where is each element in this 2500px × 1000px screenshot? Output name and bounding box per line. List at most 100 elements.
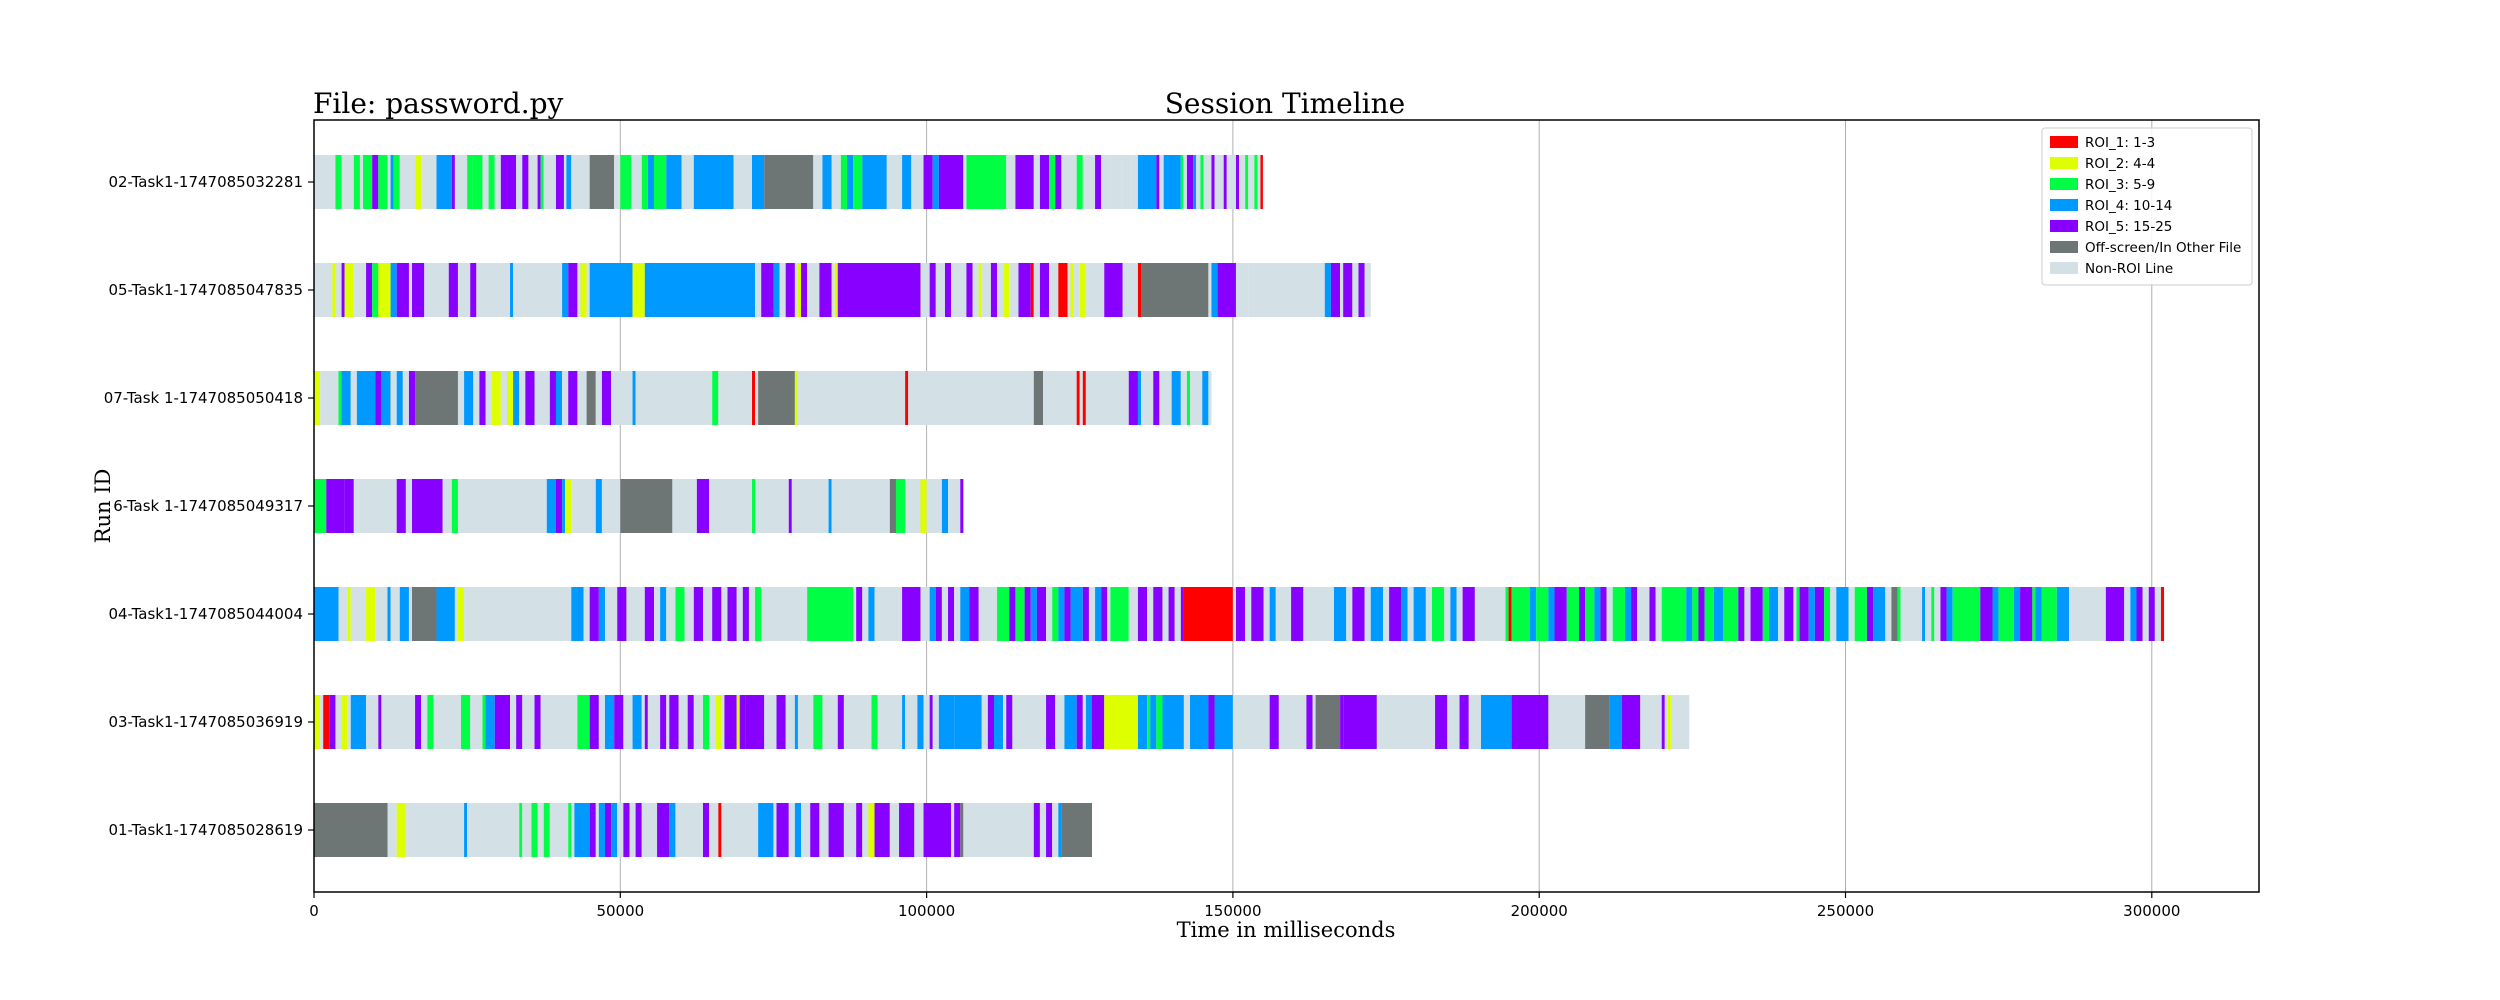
timeline-segment — [332, 263, 336, 317]
x-tick-label: 100000 — [898, 902, 955, 920]
timeline-segment — [703, 803, 710, 857]
timeline-segment — [1922, 587, 1926, 641]
timeline-segment — [1505, 587, 1509, 641]
timeline-segment — [341, 155, 354, 209]
timeline-segment — [1076, 695, 1083, 749]
timeline-segment — [1245, 155, 1249, 209]
timeline-segment — [396, 263, 409, 317]
timeline-segment — [1039, 155, 1050, 209]
timeline-segment — [350, 371, 357, 425]
legend-label: Non-ROI Line — [2085, 261, 2173, 277]
timeline-segment — [1891, 587, 1898, 641]
timeline-segment — [323, 695, 330, 749]
timeline-segment — [712, 587, 722, 641]
timeline-segment — [1704, 587, 1714, 641]
timeline-segment — [715, 695, 722, 749]
timeline-segment — [963, 803, 1034, 857]
timeline-segment — [1171, 371, 1181, 425]
timeline-segment — [549, 803, 569, 857]
timeline-segment — [513, 263, 563, 317]
timeline-segment — [785, 695, 795, 749]
timeline-segment — [752, 155, 765, 209]
timeline-segment — [1061, 155, 1077, 209]
timeline-segment — [1208, 695, 1215, 749]
timeline-segment — [794, 371, 798, 425]
timeline-segment — [2136, 587, 2143, 641]
timeline-segment — [387, 587, 391, 641]
timeline-segment — [338, 587, 348, 641]
timeline-row — [314, 263, 1371, 317]
timeline-segment — [1744, 587, 1751, 641]
timeline-segment — [981, 263, 991, 317]
x-axis-label: Time in milliseconds — [1177, 918, 1396, 942]
timeline-segment — [822, 155, 832, 209]
timeline-segment — [828, 803, 844, 857]
timeline-segment — [451, 479, 458, 533]
timeline-segment — [742, 587, 749, 641]
timeline-segment — [1101, 155, 1111, 209]
timeline-segment — [1425, 587, 1432, 641]
timeline-row — [314, 587, 2165, 641]
timeline-segment — [1183, 587, 1233, 641]
timeline-segment — [1413, 587, 1426, 641]
timeline-segment — [644, 263, 756, 317]
timeline-segment — [372, 155, 379, 209]
timeline-segment — [1033, 263, 1040, 317]
timeline-segment — [546, 479, 556, 533]
file-label: File: password.py — [313, 87, 564, 120]
timeline-segment — [1450, 587, 1457, 641]
timeline-segment — [396, 479, 406, 533]
timeline-segment — [641, 695, 645, 749]
timeline-segment — [810, 803, 820, 857]
timeline-segment — [2130, 587, 2137, 641]
timeline-segment — [314, 263, 333, 317]
timeline-segment — [476, 263, 511, 317]
timeline-segment — [467, 155, 473, 209]
timeline-segment — [1003, 695, 1007, 749]
timeline-segment — [693, 695, 703, 749]
timeline-segment — [396, 803, 406, 857]
timeline-segment — [1530, 587, 1537, 641]
legend-box — [2041, 127, 2253, 286]
x-tick-label: 150000 — [1204, 902, 1261, 920]
timeline-segment — [482, 695, 486, 749]
timeline-segment — [2148, 587, 2155, 641]
timeline-segment — [586, 263, 590, 317]
timeline-segment — [543, 803, 550, 857]
timeline-segment — [586, 371, 596, 425]
timeline-segment — [1070, 263, 1074, 317]
timeline-segment — [908, 371, 1034, 425]
timeline-segment — [660, 587, 667, 641]
timeline-segment — [470, 263, 477, 317]
timeline-segment — [451, 155, 455, 209]
timeline-segment — [1046, 587, 1053, 641]
timeline-segment — [1330, 263, 1341, 317]
timeline-segment — [944, 263, 952, 317]
timeline-segment — [1202, 371, 1209, 425]
timeline-segment — [1073, 263, 1080, 317]
timeline-segment — [1153, 587, 1163, 641]
timeline-segment — [387, 803, 397, 857]
timeline-segment — [494, 155, 501, 209]
timeline-segment — [926, 479, 942, 533]
timeline-segment — [470, 695, 483, 749]
timeline-segment — [1508, 587, 1512, 641]
timeline-segment — [1196, 155, 1201, 209]
timeline-segment — [1095, 587, 1102, 641]
timeline-segment — [1778, 587, 1785, 641]
timeline-segment — [506, 371, 514, 425]
timeline-segment — [721, 695, 725, 749]
timeline-segment — [534, 695, 541, 749]
timeline-segment — [1854, 587, 1867, 641]
timeline-segment — [540, 695, 578, 749]
timeline-segment — [500, 155, 517, 209]
timeline-segment — [1147, 695, 1151, 749]
timeline-segment — [773, 263, 780, 317]
timeline-segment — [577, 263, 581, 317]
timeline-segment — [736, 695, 740, 749]
timeline-segment — [721, 587, 728, 641]
timeline-segment — [516, 155, 523, 209]
timeline-segment — [442, 479, 452, 533]
timeline-segment — [1431, 587, 1445, 641]
timeline-segment — [531, 803, 538, 857]
